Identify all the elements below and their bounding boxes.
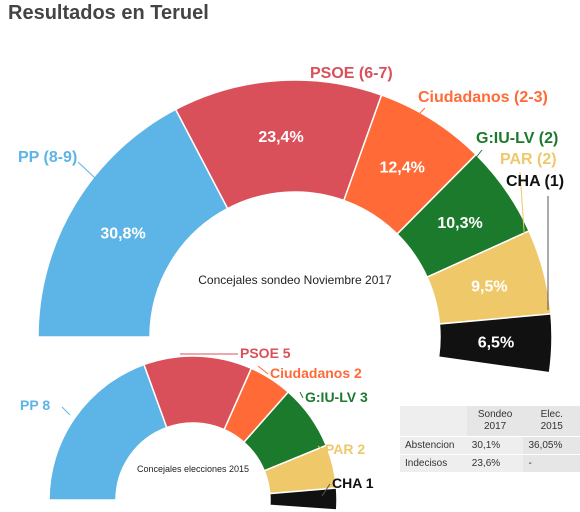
leader-line-ciudadanos-2	[257, 365, 269, 375]
stats-row-label: Indecisos	[400, 454, 467, 473]
party-label-cha-1: CHA (1)	[506, 173, 564, 190]
value-label-pp-8-9: 30,8%	[100, 226, 145, 243]
leader-line-par-2	[317, 445, 324, 451]
slice-cha-1	[268, 487, 338, 511]
leader-line-par-2	[519, 171, 526, 246]
value-label-psoe-6-7: 23,4%	[258, 129, 303, 146]
party-label-pp-8-9: PP (8-9)	[18, 149, 77, 166]
chart-elecciones-2015: PP 8 PSOE 5 Ciudadanos 2 G:IU-LV 3 PAR 2 CHA …	[20, 345, 374, 511]
party-label-ciudadanos-2: Ciudadanos 2	[270, 365, 362, 381]
party-label-g-iu-lv-2: G:IU-LV (2)	[476, 130, 558, 147]
stats-cell: 23,6%	[466, 454, 524, 473]
stats-cell: 30,1%	[466, 436, 524, 455]
stats-header-corner	[400, 406, 467, 437]
page-title: Resultados en Teruel	[8, 2, 209, 24]
party-label-g-iu-lv-3: G:IU-LV 3	[305, 389, 368, 405]
party-label-par-2: PAR (2)	[500, 151, 557, 168]
chart-sondeo-2017: 30,8% PP (8-9) 23,4% PSOE (6-7) 12,4% Ciudada…	[18, 65, 564, 374]
value-label-par-2: 9,5%	[471, 278, 507, 295]
value-label-ciudadanos-2-3: 12,4%	[380, 160, 425, 177]
party-label-psoe-5: PSOE 5	[240, 345, 291, 361]
stats-header-row: Sondeo 2017 Elec. 2015	[400, 406, 580, 437]
leader-line-g-iu-lv-3	[299, 391, 304, 399]
party-label-par-2: PAR 2	[325, 441, 365, 457]
stats-header-sondeo: Sondeo 2017	[466, 406, 524, 437]
party-label-cha-1: CHA 1	[332, 475, 374, 491]
value-label-cha-1: 6,5%	[478, 335, 514, 352]
leader-line-ciudadanos-2-3	[414, 107, 426, 119]
stats-cell: -	[523, 454, 580, 473]
stats-cell: 36,05%	[523, 436, 580, 455]
stats-row-label: Abstencion	[400, 436, 467, 455]
stats-table: Sondeo 2017 Elec. 2015 Abstencion 30,1% …	[400, 406, 580, 473]
slice-pp-8-9	[37, 108, 229, 338]
leader-line-g-iu-lv-2	[473, 149, 483, 161]
leader-line-psoe-6-7	[309, 84, 331, 97]
party-label-ciudadanos-2-3: Ciudadanos (2-3)	[418, 89, 548, 106]
party-label-pp-8: PP 8	[20, 397, 50, 413]
slice-cha-1	[437, 313, 553, 374]
table-row: Indecisos 23,6% -	[400, 454, 580, 473]
center-label: Concejales elecciones 2015	[137, 464, 249, 474]
table-row: Abstencion 30,1% 36,05%	[400, 436, 580, 455]
slice-pp-8	[48, 363, 168, 501]
value-label-g-iu-lv-2: 10,3%	[437, 215, 482, 232]
leader-line-cha-1	[321, 483, 331, 497]
center-label: Concejales sondeo Noviembre 2017	[198, 273, 392, 287]
leader-line-pp-8-9	[77, 161, 96, 179]
leader-line-pp-8	[61, 406, 71, 416]
stats-header-elec: Elec. 2015	[523, 406, 580, 437]
party-label-psoe-6-7: PSOE (6-7)	[310, 65, 393, 82]
